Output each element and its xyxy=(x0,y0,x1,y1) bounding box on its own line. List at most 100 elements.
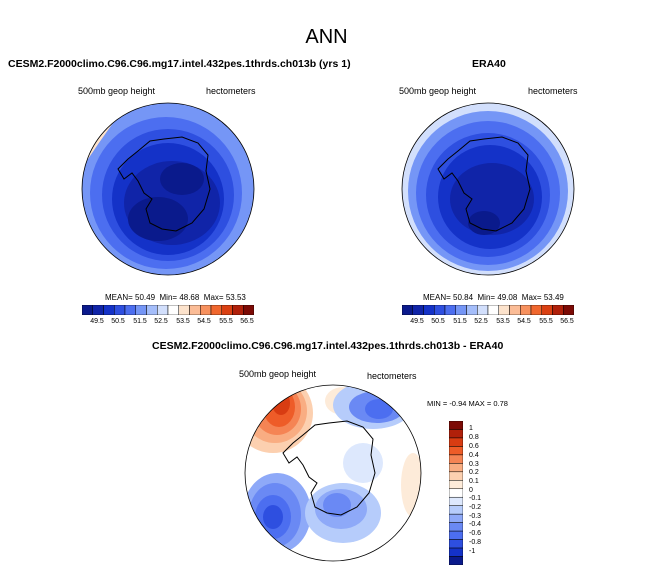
panel2-tick-3: 51.5 xyxy=(453,318,467,325)
panel2-colorbar-swatch-10 xyxy=(498,305,510,315)
panel2-colorbar-swatch-8 xyxy=(477,305,489,315)
panel3-min-value: -0.94 xyxy=(449,399,467,408)
panel3-tick-1: 1 xyxy=(469,425,473,432)
panel3-colorbar-swatch-10 xyxy=(449,496,463,506)
panel2-colorbar-swatch-14 xyxy=(541,305,553,315)
panel1-mean-label: MEAN= xyxy=(105,293,133,302)
panel3-colorbar-swatch-6 xyxy=(449,463,463,473)
panel3-colorbar-swatch-12 xyxy=(449,513,463,523)
panel1-stats: MEAN= 50.49 Min= 48.68 Max= 53.53 xyxy=(105,293,246,302)
panel1-colorbar-swatch-13 xyxy=(210,305,222,315)
panel1-min-label: Min= xyxy=(159,293,178,302)
panel3-colorbar-swatch-7 xyxy=(449,471,463,481)
panel2-stats: MEAN= 50.84 Min= 49.08 Max= 53.49 xyxy=(423,293,564,302)
panel3-colorbar-swatch-3 xyxy=(449,437,463,447)
panel3-max-label: MAX = xyxy=(468,399,492,408)
panel1-tick-1: 49.5 xyxy=(90,318,104,325)
panel3-colorbar-swatch-17 xyxy=(449,556,463,565)
panel3-colorbar-swatch-14 xyxy=(449,530,463,540)
panel3-tick-4: 0.4 xyxy=(469,452,479,459)
panel1-colorbar xyxy=(82,305,254,315)
panel2-map xyxy=(401,102,575,276)
panel2-mean-value: 50.84 xyxy=(453,293,474,302)
panel3-min-label: MIN = xyxy=(427,399,448,408)
panel3-tick-15: -1 xyxy=(469,548,476,555)
panel2-title: ERA40 xyxy=(472,58,506,70)
panel2-colorbar-swatch-15 xyxy=(552,305,564,315)
panel2-colorbar-swatch-11 xyxy=(509,305,521,315)
panel3-variable-label: 500mb geop height xyxy=(239,369,317,379)
panel2-colorbar-swatch-4 xyxy=(434,305,446,315)
panel1-min-value: 48.68 xyxy=(179,293,200,302)
panel3-colorbar-swatch-1 xyxy=(449,421,463,430)
panel1-colorbar-swatch-1 xyxy=(82,305,93,315)
panel2-colorbar-swatch-5 xyxy=(444,305,456,315)
panel1-max-label: Max= xyxy=(203,293,224,302)
panel2-tick-2: 50.5 xyxy=(431,318,445,325)
panel3-units-label: hectometers xyxy=(367,371,417,381)
panel3-tick-13: -0.6 xyxy=(469,530,482,537)
panel3-tick-10: -0.2 xyxy=(469,504,482,511)
panel2-colorbar-swatch-3 xyxy=(423,305,435,315)
panel1-colorbar-swatch-10 xyxy=(178,305,190,315)
panel2-units-label: hectometers xyxy=(528,86,578,96)
panel3-tick-9: -0.1 xyxy=(469,495,482,502)
panel3-colorbar-swatch-2 xyxy=(449,429,463,439)
panel3-tick-12: -0.4 xyxy=(469,521,482,528)
panel2-tick-7: 55.5 xyxy=(539,318,553,325)
panel2-colorbar-swatch-6 xyxy=(455,305,467,315)
panel1-colorbar-swatch-6 xyxy=(135,305,147,315)
panel1-colorbar-swatch-12 xyxy=(200,305,212,315)
panel2-variable-label: 500mb geop height xyxy=(399,86,477,96)
panel2-colorbar-swatch-13 xyxy=(530,305,542,315)
panel1-map xyxy=(81,102,255,276)
panel2-colorbar-swatch-12 xyxy=(520,305,532,315)
panel3-colorbar xyxy=(449,421,463,565)
panel2-max-value: 53.49 xyxy=(543,293,564,302)
panel1-tick-6: 54.5 xyxy=(197,318,211,325)
panel1-tick-4: 52.5 xyxy=(154,318,168,325)
panel2-tick-5: 53.5 xyxy=(496,318,510,325)
panel2-tick-4: 52.5 xyxy=(474,318,488,325)
panel1-tick-8: 56.5 xyxy=(240,318,254,325)
panel1-colorbar-swatch-14 xyxy=(221,305,233,315)
panel2-max-label: Max= xyxy=(521,293,542,302)
panel3-colorbar-swatch-8 xyxy=(449,480,463,490)
panel3-colorbar-swatch-16 xyxy=(449,547,463,557)
panel2-colorbar-swatch-2 xyxy=(412,305,424,315)
panel1-tick-7: 55.5 xyxy=(219,318,233,325)
panel1-colorbar-swatch-11 xyxy=(189,305,201,315)
panel3-tick-3: 0.6 xyxy=(469,443,479,450)
panel1-max-value: 53.53 xyxy=(225,293,246,302)
panel3-map xyxy=(244,384,422,562)
panel3-tick-8: 0 xyxy=(469,487,473,494)
panel3-tick-7: 0.1 xyxy=(469,478,479,485)
panel2-min-value: 49.08 xyxy=(497,293,518,302)
panel1-title: CESM2.F2000climo.C96.C96.mg17.intel.432p… xyxy=(8,58,351,70)
panel3-colorbar-swatch-4 xyxy=(449,446,463,456)
panel3-colorbar-swatch-15 xyxy=(449,539,463,549)
panel3-stats: MIN = -0.94 MAX = 0.78 xyxy=(427,399,508,408)
panel3-colorbar-swatch-11 xyxy=(449,505,463,515)
panel2-min-label: Min= xyxy=(477,293,496,302)
panel1-colorbar-swatch-2 xyxy=(92,305,104,315)
panel3-colorbar-swatch-5 xyxy=(449,454,463,464)
panel3-tick-14: -0.8 xyxy=(469,539,482,546)
panel1-colorbar-swatch-8 xyxy=(157,305,169,315)
panel2-colorbar-swatch-7 xyxy=(466,305,478,315)
panel1-colorbar-swatch-5 xyxy=(124,305,136,315)
panel3-tick-2: 0.8 xyxy=(469,434,479,441)
panel3-title: CESM2.F2000climo.C96.C96.mg17.intel.432p… xyxy=(152,340,504,352)
panel3-max-value: 0.78 xyxy=(493,399,508,408)
panel2-mean-label: MEAN= xyxy=(423,293,451,302)
panel1-tick-3: 51.5 xyxy=(133,318,147,325)
panel1-mean-value: 50.49 xyxy=(135,293,156,302)
panel3-tick-11: -0.3 xyxy=(469,513,482,520)
panel1-colorbar-swatch-16 xyxy=(243,305,254,315)
panel1-colorbar-swatch-15 xyxy=(232,305,244,315)
panel1-tick-2: 50.5 xyxy=(111,318,125,325)
panel1-units-label: hectometers xyxy=(206,86,256,96)
panel2-tick-8: 56.5 xyxy=(560,318,574,325)
panel1-colorbar-swatch-9 xyxy=(167,305,179,315)
main-title: ANN xyxy=(305,26,348,48)
